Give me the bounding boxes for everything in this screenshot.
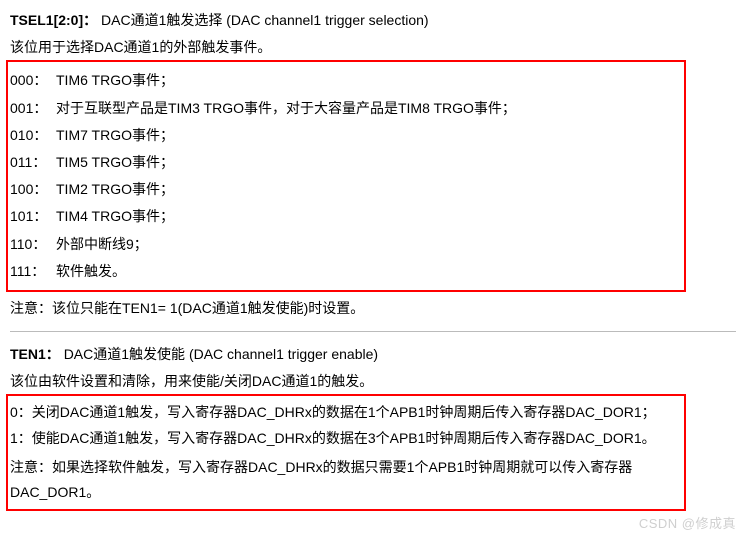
ten1-options-box: 0：关闭DAC通道1触发，写入寄存器DAC_DHRx的数据在1个APB1时钟周期… bbox=[6, 394, 686, 511]
ten1-field-name: TEN1： bbox=[10, 346, 60, 362]
option-text: 软件触发。 bbox=[56, 259, 676, 284]
tsel1-options-box: 000： TIM6 TRGO事件； 001： 对于互联型产品是TIM3 TRGO… bbox=[6, 60, 686, 292]
option-code: 0： bbox=[10, 404, 32, 420]
watermark-text: CSDN @修成真 bbox=[639, 512, 736, 535]
option-line: 1：使能DAC通道1触发，写入寄存器DAC_DHRx的数据在3个APB1时钟周期… bbox=[10, 426, 676, 451]
option-code: 110： bbox=[10, 232, 56, 257]
tsel1-header: TSEL1[2:0]： DAC通道1触发选择 (DAC channel1 tri… bbox=[10, 8, 736, 33]
ten1-description: 该位由软件设置和清除，用来使能/关闭DAC通道1的触发。 bbox=[10, 369, 736, 394]
option-line: 0：关闭DAC通道1触发，写入寄存器DAC_DHRx的数据在1个APB1时钟周期… bbox=[10, 400, 676, 425]
option-code: 001： bbox=[10, 96, 56, 121]
section-tsel1: TSEL1[2:0]： DAC通道1触发选择 (DAC channel1 tri… bbox=[10, 8, 736, 321]
tsel1-note: 注意：该位只能在TEN1= 1(DAC通道1触发使能)时设置。 bbox=[10, 296, 736, 321]
ten1-title-en: (DAC channel1 trigger enable) bbox=[189, 346, 378, 362]
ten1-title-cn: DAC通道1触发使能 bbox=[64, 346, 185, 362]
option-text: 对于互联型产品是TIM3 TRGO事件，对于大容量产品是TIM8 TRGO事件； bbox=[56, 96, 676, 121]
option-text: TIM2 TRGO事件； bbox=[56, 177, 676, 202]
option-row: 001： 对于互联型产品是TIM3 TRGO事件，对于大容量产品是TIM8 TR… bbox=[10, 96, 676, 121]
option-code: 101： bbox=[10, 204, 56, 229]
option-text: 外部中断线9； bbox=[56, 232, 676, 257]
option-row: 110： 外部中断线9； bbox=[10, 232, 676, 257]
option-text: TIM6 TRGO事件； bbox=[56, 68, 676, 93]
option-row: 101： TIM4 TRGO事件； bbox=[10, 204, 676, 229]
tsel1-title-cn: DAC通道1触发选择 bbox=[101, 12, 222, 28]
option-row: 100： TIM2 TRGO事件； bbox=[10, 177, 676, 202]
option-text: TIM5 TRGO事件； bbox=[56, 150, 676, 175]
option-text: TIM4 TRGO事件； bbox=[56, 204, 676, 229]
option-row: 010： TIM7 TRGO事件； bbox=[10, 123, 676, 148]
tsel1-field-name: TSEL1[2:0]： bbox=[10, 12, 97, 28]
option-row: 000： TIM6 TRGO事件； bbox=[10, 68, 676, 93]
option-code: 010： bbox=[10, 123, 56, 148]
option-row: 111： 软件触发。 bbox=[10, 259, 676, 284]
document-page: TSEL1[2:0]： DAC通道1触发选择 (DAC channel1 tri… bbox=[0, 0, 746, 541]
option-code: 111： bbox=[10, 259, 56, 284]
tsel1-title-en: (DAC channel1 trigger selection) bbox=[226, 12, 428, 28]
ten1-header: TEN1： DAC通道1触发使能 (DAC channel1 trigger e… bbox=[10, 342, 736, 367]
option-row: 011： TIM5 TRGO事件； bbox=[10, 150, 676, 175]
section-ten1: TEN1： DAC通道1触发使能 (DAC channel1 trigger e… bbox=[10, 331, 736, 511]
tsel1-description: 该位用于选择DAC通道1的外部触发事件。 bbox=[10, 35, 736, 60]
option-code: 011： bbox=[10, 150, 56, 175]
option-code: 1： bbox=[10, 430, 32, 446]
option-text: 使能DAC通道1触发，写入寄存器DAC_DHRx的数据在3个APB1时钟周期后传… bbox=[32, 430, 656, 446]
option-code: 100： bbox=[10, 177, 56, 202]
option-code: 000： bbox=[10, 68, 56, 93]
ten1-note: 注意：如果选择软件触发，写入寄存器DAC_DHRx的数据只需要1个APB1时钟周… bbox=[10, 455, 676, 505]
option-text: 关闭DAC通道1触发，写入寄存器DAC_DHRx的数据在1个APB1时钟周期后传… bbox=[32, 404, 656, 420]
option-text: TIM7 TRGO事件； bbox=[56, 123, 676, 148]
